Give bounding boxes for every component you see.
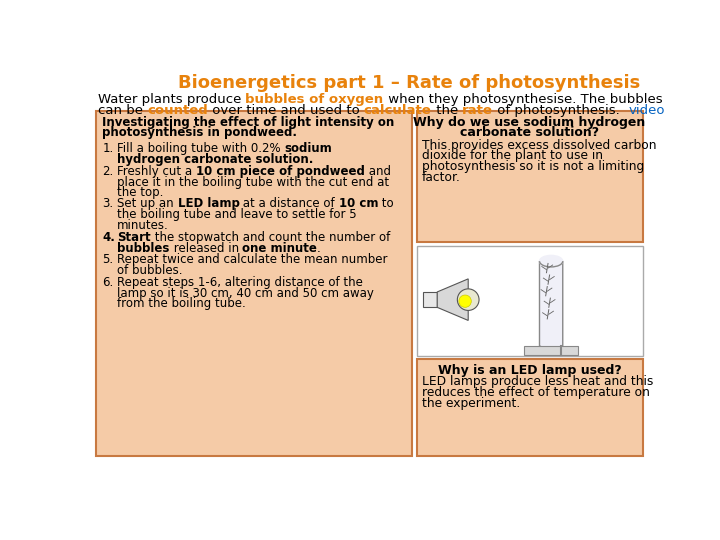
Text: LED lamp: LED lamp bbox=[178, 197, 239, 210]
Circle shape bbox=[459, 295, 472, 307]
FancyBboxPatch shape bbox=[96, 111, 413, 456]
Text: carbonate solution?: carbonate solution? bbox=[460, 126, 599, 139]
Text: Why do we use sodium hydrogen: Why do we use sodium hydrogen bbox=[413, 116, 646, 129]
Text: at a distance of: at a distance of bbox=[239, 197, 338, 210]
Text: Investigating the effect of light intensity on: Investigating the effect of light intens… bbox=[102, 117, 395, 130]
Text: Repeat steps 1-6, altering distance of the: Repeat steps 1-6, altering distance of t… bbox=[117, 276, 363, 289]
Text: 5.: 5. bbox=[102, 253, 114, 266]
Circle shape bbox=[457, 289, 479, 310]
Text: This provides excess dissolved carbon: This provides excess dissolved carbon bbox=[422, 139, 656, 152]
Text: minutes.: minutes. bbox=[117, 219, 169, 232]
Text: Freshly cut a: Freshly cut a bbox=[117, 165, 196, 178]
Text: released in: released in bbox=[169, 242, 243, 255]
Text: one minute: one minute bbox=[243, 242, 318, 255]
Text: photosynthesis in pondweed.: photosynthesis in pondweed. bbox=[102, 126, 297, 139]
Text: and: and bbox=[365, 165, 391, 178]
Text: calculate: calculate bbox=[364, 104, 431, 117]
Text: photosynthesis so it is not a limiting: photosynthesis so it is not a limiting bbox=[422, 160, 644, 173]
Text: 2.: 2. bbox=[102, 165, 114, 178]
FancyBboxPatch shape bbox=[524, 346, 578, 355]
Text: counted: counted bbox=[147, 104, 208, 117]
Text: the top.: the top. bbox=[117, 186, 163, 199]
Text: factor.: factor. bbox=[422, 171, 461, 184]
Text: Repeat twice and calculate the mean number: Repeat twice and calculate the mean numb… bbox=[117, 253, 387, 266]
Text: 4.: 4. bbox=[102, 231, 115, 244]
Text: bubbles of oxygen: bubbles of oxygen bbox=[246, 93, 384, 106]
Text: of bubbles.: of bubbles. bbox=[117, 264, 183, 277]
Text: to: to bbox=[378, 197, 394, 210]
FancyBboxPatch shape bbox=[417, 111, 642, 242]
Text: 3.: 3. bbox=[102, 197, 114, 210]
Text: sodium: sodium bbox=[284, 142, 332, 155]
Text: Start: Start bbox=[117, 231, 150, 244]
Text: Why is an LED lamp used?: Why is an LED lamp used? bbox=[438, 363, 621, 376]
Text: 6.: 6. bbox=[102, 276, 114, 289]
Text: place it in the boiling tube with the cut end at: place it in the boiling tube with the cu… bbox=[117, 176, 390, 188]
Text: reduces the effect of temperature on: reduces the effect of temperature on bbox=[422, 386, 649, 399]
Text: the stopwatch and count the number of: the stopwatch and count the number of bbox=[150, 231, 390, 244]
FancyBboxPatch shape bbox=[417, 246, 642, 356]
Text: Water plants produce: Water plants produce bbox=[98, 93, 246, 106]
Text: can be: can be bbox=[98, 104, 147, 117]
Text: Fill a boiling tube with 0.2%: Fill a boiling tube with 0.2% bbox=[117, 142, 284, 155]
Text: Set up an: Set up an bbox=[117, 197, 178, 210]
Text: the boiling tube and leave to settle for 5: the boiling tube and leave to settle for… bbox=[117, 208, 356, 221]
Text: dioxide for the plant to use in: dioxide for the plant to use in bbox=[422, 150, 603, 163]
Text: LED lamps produce less heat and this: LED lamps produce less heat and this bbox=[422, 375, 653, 388]
Text: 1.: 1. bbox=[102, 142, 114, 155]
Text: 10 cm: 10 cm bbox=[338, 197, 378, 210]
Text: the experiment.: the experiment. bbox=[422, 397, 520, 410]
Text: of photosynthesis.: of photosynthesis. bbox=[493, 104, 628, 117]
Ellipse shape bbox=[539, 255, 563, 267]
Text: when they photosynthesise. The bubbles: when they photosynthesise. The bubbles bbox=[384, 93, 662, 106]
Text: rate: rate bbox=[462, 104, 493, 117]
Text: Bioenergetics part 1 – Rate of photosynthesis: Bioenergetics part 1 – Rate of photosynt… bbox=[178, 74, 640, 92]
FancyBboxPatch shape bbox=[423, 292, 437, 307]
Text: 10 cm piece of pondweed: 10 cm piece of pondweed bbox=[196, 165, 365, 178]
Text: the: the bbox=[431, 104, 462, 117]
Text: from the boiling tube.: from the boiling tube. bbox=[117, 298, 246, 310]
Text: lamp so it is 30 cm, 40 cm and 50 cm away: lamp so it is 30 cm, 40 cm and 50 cm awa… bbox=[117, 287, 374, 300]
Polygon shape bbox=[539, 261, 563, 350]
Text: over time and used to: over time and used to bbox=[208, 104, 364, 117]
Polygon shape bbox=[437, 279, 468, 320]
Text: video: video bbox=[628, 104, 665, 117]
Text: .: . bbox=[318, 242, 321, 255]
Text: hydrogen carbonate solution.: hydrogen carbonate solution. bbox=[117, 153, 313, 166]
Text: bubbles: bubbles bbox=[117, 242, 169, 255]
FancyBboxPatch shape bbox=[417, 359, 642, 456]
